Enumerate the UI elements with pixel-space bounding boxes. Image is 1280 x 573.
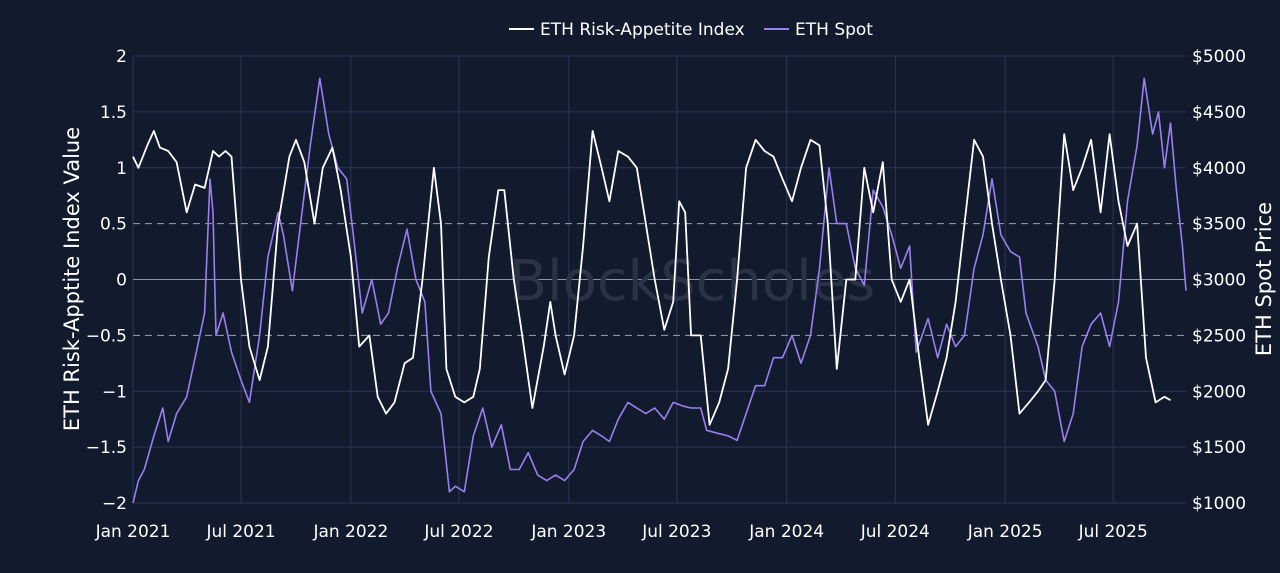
right-tick-label: $1000 (1192, 494, 1246, 514)
right-tick-label: $1500 (1192, 438, 1246, 458)
right-tick-label: $2500 (1192, 326, 1246, 346)
risk-appetite-index-line (132, 130, 1171, 426)
legend-label-eth-spot: ETH Spot (795, 20, 873, 40)
left-tick-label: 1.5 (100, 103, 127, 123)
left-tick-label: 0.5 (100, 215, 127, 235)
left-tick-label: 0 (116, 271, 127, 291)
left-tick-label: −0.5 (86, 326, 127, 346)
series-layer (132, 77, 1187, 504)
right-tick-label: $2000 (1192, 382, 1246, 402)
legend-item-eth-spot[interactable]: ETH Spot (764, 20, 873, 40)
right-tick-label: $4500 (1192, 103, 1246, 123)
right-tick-label: $5000 (1192, 47, 1246, 67)
x-tick-label: Jan 2021 (95, 522, 171, 542)
x-tick-label: Jul 2023 (641, 522, 711, 542)
left-tick-label: −2 (102, 494, 127, 514)
x-tick-label: Jan 2025 (967, 522, 1043, 542)
right-tick-label: $3500 (1192, 215, 1246, 235)
left-tick-label: 2 (116, 47, 127, 67)
grid (132, 55, 1186, 504)
x-tick-label: Jan 2024 (748, 522, 824, 542)
x-tick-label: Jan 2023 (530, 522, 606, 542)
left-y-axis-ticks: 2 1.5 1 0.5 0 −0.5 −1 −1.5 −2 (86, 47, 127, 514)
legend: ETH Risk-Appetite Index ETH Spot (509, 20, 873, 40)
left-tick-label: 1 (116, 159, 127, 179)
right-y-axis-ticks: $5000 $4500 $4000 $3500 $3000 $2500 $2000 $1500… (1192, 47, 1246, 514)
left-y-axis-title: ETH Risk-Apptite Index Value (60, 127, 84, 431)
x-tick-label: Jul 2025 (1078, 522, 1148, 542)
x-axis-ticks: Jan 2021 Jul 2021 Jan 2022 Jul 2022 Jan 2023… (95, 522, 1148, 542)
legend-item-risk-appetite[interactable]: ETH Risk-Appetite Index (509, 20, 745, 40)
right-tick-label: $4000 (1192, 159, 1246, 179)
x-tick-label: Jul 2022 (423, 522, 493, 542)
right-tick-label: $3000 (1192, 271, 1246, 291)
right-y-axis-title: ETH Spot Price (1252, 202, 1276, 356)
x-tick-label: Jan 2022 (312, 522, 388, 542)
left-tick-label: −1 (102, 382, 127, 402)
legend-label-risk-appetite: ETH Risk-Appetite Index (540, 20, 745, 40)
x-tick-label: Jul 2024 (860, 522, 930, 542)
eth-spot-line (132, 77, 1187, 504)
x-tick-label: Jul 2021 (205, 522, 275, 542)
left-tick-label: −1.5 (86, 438, 127, 458)
